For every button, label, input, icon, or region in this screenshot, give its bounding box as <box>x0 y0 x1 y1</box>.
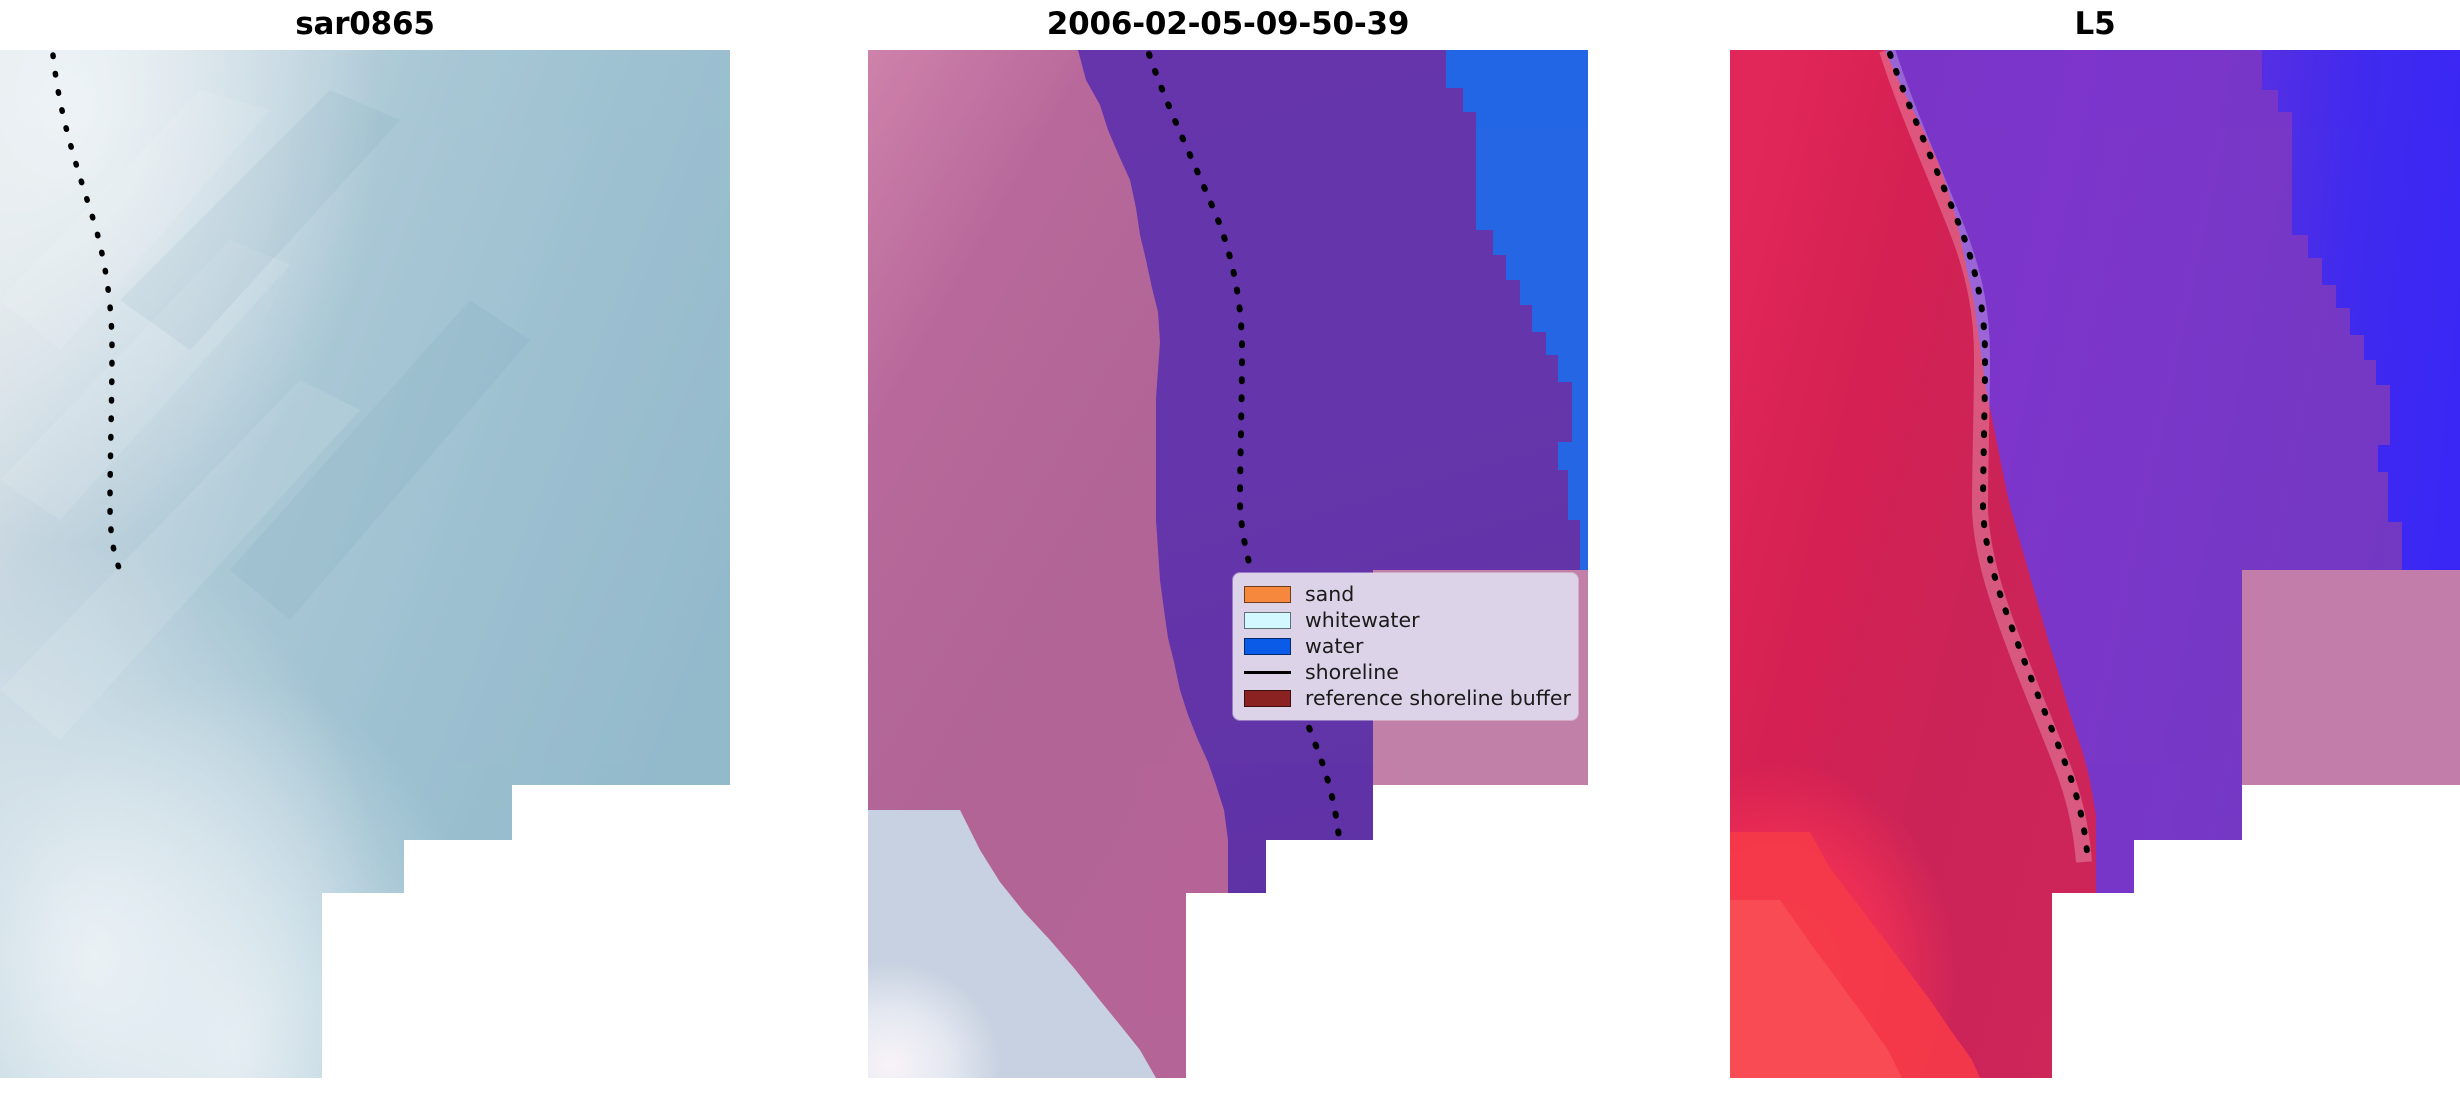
whitewater-swatch-icon <box>1244 611 1291 629</box>
shoreline-dotted-path-l5 <box>1887 51 2091 865</box>
panel-sar: sar0865 <box>0 0 730 1093</box>
reference-shoreline-buffer-swatch-icon <box>1244 689 1291 707</box>
water-swatch-icon <box>1244 637 1291 655</box>
legend-item-water: water <box>1244 633 1568 659</box>
panel-title-sar: sar0865 <box>295 6 435 42</box>
panel-l5: L5 <box>1730 0 2460 1093</box>
legend-label-water: water <box>1305 634 1364 658</box>
axes-l5 <box>1730 50 2460 1078</box>
panel-classified: 2006-02-05-09-50-39 <box>868 0 1588 1093</box>
legend-label-whitewater: whitewater <box>1305 608 1420 632</box>
shoreline-dotted-path-sar <box>50 52 125 578</box>
classification-raster-image <box>868 50 1588 1078</box>
sar-raster-image <box>0 50 730 1078</box>
legend-label-sand: sand <box>1305 582 1355 606</box>
legend-item-reference-shoreline-buffer: reference shoreline buffer <box>1244 685 1571 711</box>
legend-item-shoreline: shoreline <box>1244 659 1568 685</box>
l5-raster-image <box>1730 50 2460 1078</box>
axes-sar <box>0 50 730 1078</box>
panel-title-classified: 2006-02-05-09-50-39 <box>1046 6 1410 42</box>
shoreline-dotted-path-classified <box>1146 51 1343 851</box>
legend-item-sand: sand <box>1244 581 1568 607</box>
legend-label-reference-shoreline-buffer: reference shoreline buffer <box>1305 686 1571 710</box>
sand-swatch-icon <box>1244 585 1291 603</box>
legend-item-whitewater: whitewater <box>1244 607 1568 633</box>
panel-title-l5: L5 <box>2074 6 2116 42</box>
legend-label-shoreline: shoreline <box>1305 660 1399 684</box>
shoreline-line-icon <box>1244 670 1291 674</box>
axes-classified <box>868 50 1588 1078</box>
legend-box: sand whitewater water shoreline referenc… <box>1233 573 1578 720</box>
